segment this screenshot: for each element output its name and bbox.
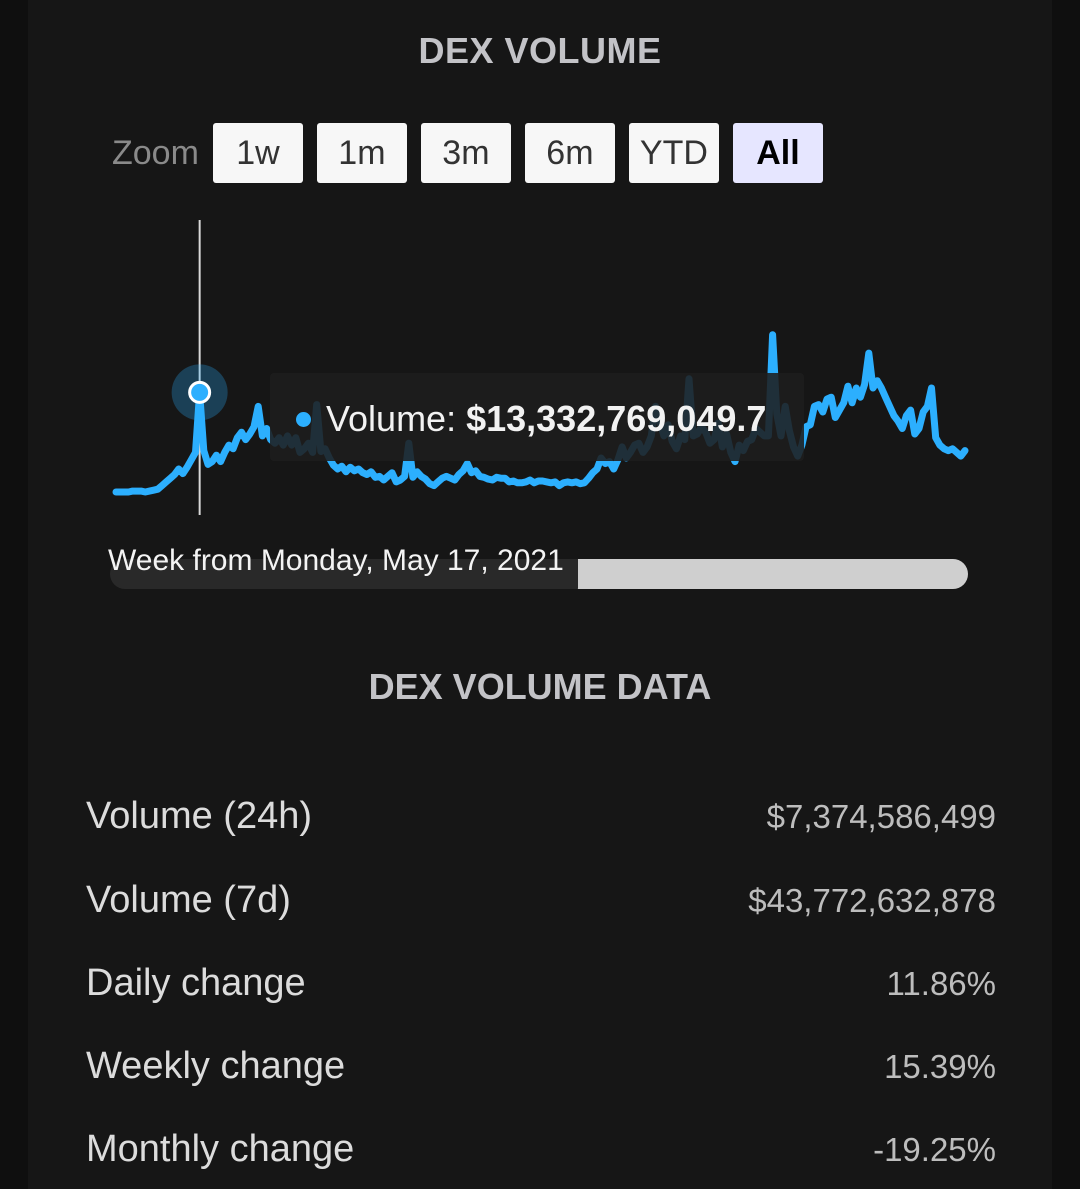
tooltip-value: $13,332,769,049.7 [466, 398, 767, 439]
chart-title: DEX VOLUME [418, 30, 662, 71]
data-section-title: DEX VOLUME DATA [368, 666, 712, 707]
volume-line-chart[interactable] [0, 210, 1080, 530]
tooltip-series-label: Volume: [326, 398, 467, 439]
stat-label: Daily change [86, 962, 306, 1004]
stat-value: -19.25% [873, 1131, 996, 1168]
value-tooltip [270, 373, 804, 461]
zoom-controls: Zoom 1w 1m 3m 6m YTD All [112, 123, 837, 183]
zoom-6m-button[interactable]: 6m [524, 123, 615, 183]
stat-label: Weekly change [86, 1045, 346, 1087]
stat-label: Volume (7d) [86, 879, 291, 921]
zoom-ytd-button[interactable]: YTD [628, 123, 719, 183]
date-tooltip [86, 515, 578, 591]
stat-row-weekly-change: Weekly change 15.39% [86, 1045, 996, 1088]
date-tooltip-text: Week from Monday, May 17, 2021 [108, 544, 564, 577]
zoom-1m-button[interactable]: 1m [316, 123, 407, 183]
zoom-3m-button[interactable]: 3m [420, 123, 511, 183]
volume-series-line [112, 331, 969, 496]
zoom-all-button[interactable]: All [732, 123, 823, 183]
stat-row-daily-change: Daily change 11.86% [86, 962, 996, 1005]
stat-value: 15.39% [884, 1048, 996, 1085]
zoom-1w-button[interactable]: 1w [212, 123, 303, 183]
stat-value: 11.86% [886, 965, 996, 1002]
stat-row-volume-24h: Volume (24h) $7,374,586,499 [86, 795, 996, 838]
dex-volume-panel [28, 0, 1052, 1189]
hover-point [188, 380, 212, 404]
stat-label: Monthly change [86, 1128, 355, 1170]
stat-label: Volume (24h) [86, 795, 313, 837]
tooltip-text: Volume: $13,332,769,049.7 [326, 398, 766, 440]
stat-value: $43,772,632,878 [748, 882, 996, 919]
zoom-label: Zoom [112, 133, 199, 172]
stat-value: $7,374,586,499 [766, 798, 996, 835]
stat-row-monthly-change: Monthly change -19.25% [86, 1128, 996, 1171]
series-marker-icon [296, 412, 311, 427]
stat-row-volume-7d: Volume (7d) $43,772,632,878 [86, 879, 996, 922]
